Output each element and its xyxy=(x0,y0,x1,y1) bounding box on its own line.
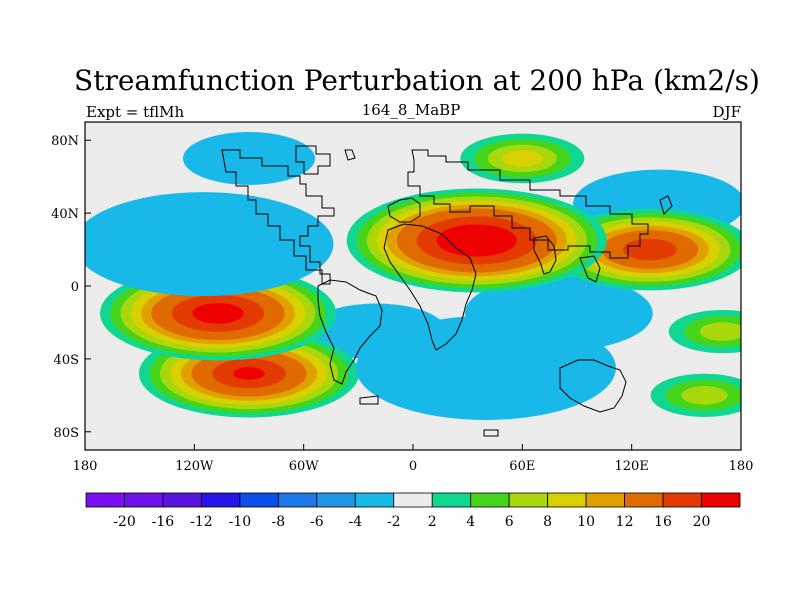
colorbar-swatch xyxy=(701,492,741,508)
south-america-outline xyxy=(317,279,383,385)
southeast-asia-outline xyxy=(579,255,601,283)
contour-level-16 xyxy=(623,238,677,261)
anomaly-subtropical-eurasia-high xyxy=(346,188,607,293)
colorbar-label: 12 xyxy=(616,514,634,530)
x-tick-label: 180 xyxy=(73,459,98,474)
colorbar-swatch xyxy=(162,492,202,508)
y-tick-label: 40S xyxy=(54,353,79,368)
colorbar-label: 2 xyxy=(428,514,437,530)
colorbar-label: 4 xyxy=(466,514,475,530)
contour-field xyxy=(85,132,741,420)
eurasia-outline xyxy=(407,149,649,259)
contour-level--2 xyxy=(85,192,334,297)
y-tick-label: 80N xyxy=(51,134,79,149)
anomaly-south-asia-high xyxy=(547,208,741,291)
colorbar-label: -10 xyxy=(229,514,252,530)
colorbar-swatch xyxy=(470,492,510,508)
plot-area: 180 120W 60W 0 60E 120E 180 80N 40N 0 40S 80S xyxy=(51,121,754,474)
y-tick-label: 0 xyxy=(71,280,79,295)
colorbar-swatch xyxy=(239,492,279,508)
colorbar-swatch xyxy=(662,492,702,508)
x-tick-label: 120W xyxy=(175,459,214,474)
colorbar-label: -2 xyxy=(387,514,401,530)
continent-outlines xyxy=(221,145,673,437)
australia-outline xyxy=(559,359,627,413)
colorbar-label: 8 xyxy=(543,514,552,530)
canada-arctic-outline xyxy=(295,145,331,175)
contour-level-6 xyxy=(681,386,728,405)
x-tick-label: 60W xyxy=(289,459,320,474)
colorbar-label: -6 xyxy=(310,514,324,530)
north-america-outline xyxy=(221,149,335,285)
colorbar-swatch xyxy=(124,492,164,508)
x-tick-label: 0 xyxy=(409,459,417,474)
colorbar-swatch xyxy=(201,492,241,508)
colorbar-swatch xyxy=(316,492,356,508)
chart-title: Streamfunction Perturbation at 200 hPa (… xyxy=(74,64,760,97)
contour-level--2 xyxy=(355,316,616,420)
contour-level-20 xyxy=(233,367,265,380)
case-label: 164_8_MaBP xyxy=(362,101,461,119)
colorbar-label: -4 xyxy=(348,514,362,530)
x-axis: 180 120W 60W 0 60E 120E 180 xyxy=(73,444,754,474)
colorbar-label: -20 xyxy=(113,514,136,530)
africa-outline xyxy=(383,223,477,351)
y-axis: 80N 40N 0 40S 80S xyxy=(51,134,91,441)
colorbar-label: -8 xyxy=(272,514,286,530)
colorbar-swatch xyxy=(547,492,587,508)
season-label: DJF xyxy=(713,103,741,121)
japan-outline xyxy=(659,195,673,215)
colorbar: -20 -16 -12 -10 -8 -6 -4 -2 2 4 6 8 10 12 16 20 xyxy=(85,492,741,530)
colorbar-label: 10 xyxy=(577,514,595,530)
x-tick-label: 60E xyxy=(509,459,535,474)
antarctic-peninsula-outline xyxy=(359,395,379,405)
europe-west-outline xyxy=(387,197,421,223)
india-outline xyxy=(533,235,557,275)
colorbar-label: 16 xyxy=(654,514,672,530)
x-tick-label: 180 xyxy=(729,459,754,474)
colorbar-label: 20 xyxy=(693,514,711,530)
greenland-outline xyxy=(344,149,356,161)
experiment-label: Expt = tflMh xyxy=(86,103,185,121)
contour-level-6 xyxy=(699,322,741,341)
y-tick-label: 40N xyxy=(51,207,79,222)
anomaly-south-atlantic-low xyxy=(355,316,616,420)
anomaly-north-pacific-low xyxy=(85,192,334,297)
colorbar-swatch xyxy=(393,492,433,508)
colorbar-swatch xyxy=(585,492,625,508)
colorbar-swatch xyxy=(624,492,664,508)
colorbar-swatch xyxy=(508,492,549,508)
anomaly-arctic-europe-high xyxy=(460,133,585,184)
anomaly-southern-ocean-high xyxy=(650,373,741,417)
colorbar-swatch xyxy=(354,492,395,508)
y-tick-label: 80S xyxy=(54,426,79,441)
colorbar-label: -16 xyxy=(152,514,175,530)
colorbar-swatch xyxy=(85,492,125,508)
x-tick-label: 120E xyxy=(615,459,649,474)
contour-level-20 xyxy=(192,303,244,324)
antarctic-island-outline xyxy=(483,429,499,437)
colorbar-swatch xyxy=(431,492,472,508)
anomaly-south-pacific-east-high xyxy=(668,309,741,354)
colorbar-swatch xyxy=(277,492,318,508)
contour-level-8 xyxy=(501,150,543,167)
colorbar-label: 6 xyxy=(505,514,514,530)
colorbar-label: -12 xyxy=(190,514,213,530)
